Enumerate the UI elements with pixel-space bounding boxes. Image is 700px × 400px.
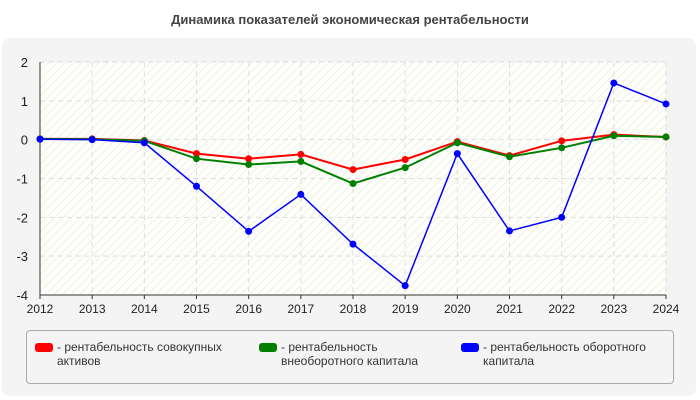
data-point (610, 79, 618, 87)
x-tick-label: 2017 (287, 302, 314, 316)
legend-label: - рентабельность оборотного капитала (483, 340, 646, 368)
x-tick-label: 2019 (392, 302, 419, 316)
x-tick-label: 2014 (131, 302, 158, 316)
data-point (245, 155, 253, 163)
y-tick-label: -4 (16, 288, 28, 303)
data-point (662, 133, 670, 141)
x-tick-label: 2018 (340, 302, 367, 316)
data-point (245, 227, 253, 235)
y-tick-label: -3 (16, 249, 28, 264)
data-point (401, 164, 409, 172)
x-tick-label: 2021 (496, 302, 523, 316)
data-point (558, 144, 566, 152)
legend-item-noncurrent: - рентабельность внеоборотного капитала (259, 340, 454, 368)
data-point (297, 190, 305, 198)
data-point (401, 155, 409, 163)
y-tick-label: 1 (21, 94, 28, 109)
x-tick-label: 2015 (183, 302, 210, 316)
x-tick-label: 2012 (27, 302, 54, 316)
data-point (662, 100, 670, 108)
data-point (610, 132, 618, 140)
legend-swatch (35, 343, 53, 352)
y-tick-label: 2 (21, 55, 28, 70)
data-point (193, 155, 200, 163)
x-tick-label: 2024 (653, 302, 680, 316)
data-point (453, 139, 461, 147)
data-point (506, 227, 513, 235)
legend-swatch (259, 343, 277, 352)
data-point (36, 135, 44, 143)
data-point (558, 213, 566, 221)
data-point (401, 282, 409, 290)
y-tick-label: -1 (16, 172, 28, 187)
data-point (349, 180, 357, 188)
legend-item-current: - рентабельность оборотного капитала (461, 340, 671, 368)
y-tick-label: -2 (16, 210, 28, 225)
x-tick-label: 2020 (444, 302, 471, 316)
x-tick-label: 2013 (79, 302, 106, 316)
data-point (193, 150, 200, 158)
data-point (193, 182, 200, 190)
x-tick-label: 2023 (600, 302, 627, 316)
legend-label: - рентабельность внеоборотного капитала (281, 340, 418, 368)
data-point (88, 136, 96, 144)
data-point (245, 161, 253, 169)
legend-item-assets: - рентабельность совокупных активов (35, 340, 250, 368)
legend: - рентабельность совокупных активов - ре… (26, 330, 674, 384)
data-point (506, 153, 513, 161)
data-point (349, 240, 357, 248)
data-point (140, 139, 148, 147)
y-tick-label: 0 (21, 133, 28, 148)
legend-swatch (461, 343, 479, 352)
legend-label: - рентабельность совокупных активов (57, 340, 222, 368)
data-point (297, 157, 305, 165)
data-point (558, 137, 566, 145)
data-point (453, 150, 461, 158)
data-point (297, 150, 305, 158)
x-tick-label: 2022 (548, 302, 575, 316)
data-point (349, 166, 357, 174)
x-tick-label: 2016 (235, 302, 262, 316)
chart-title: Динамика показателей экономическая рента… (171, 12, 529, 27)
